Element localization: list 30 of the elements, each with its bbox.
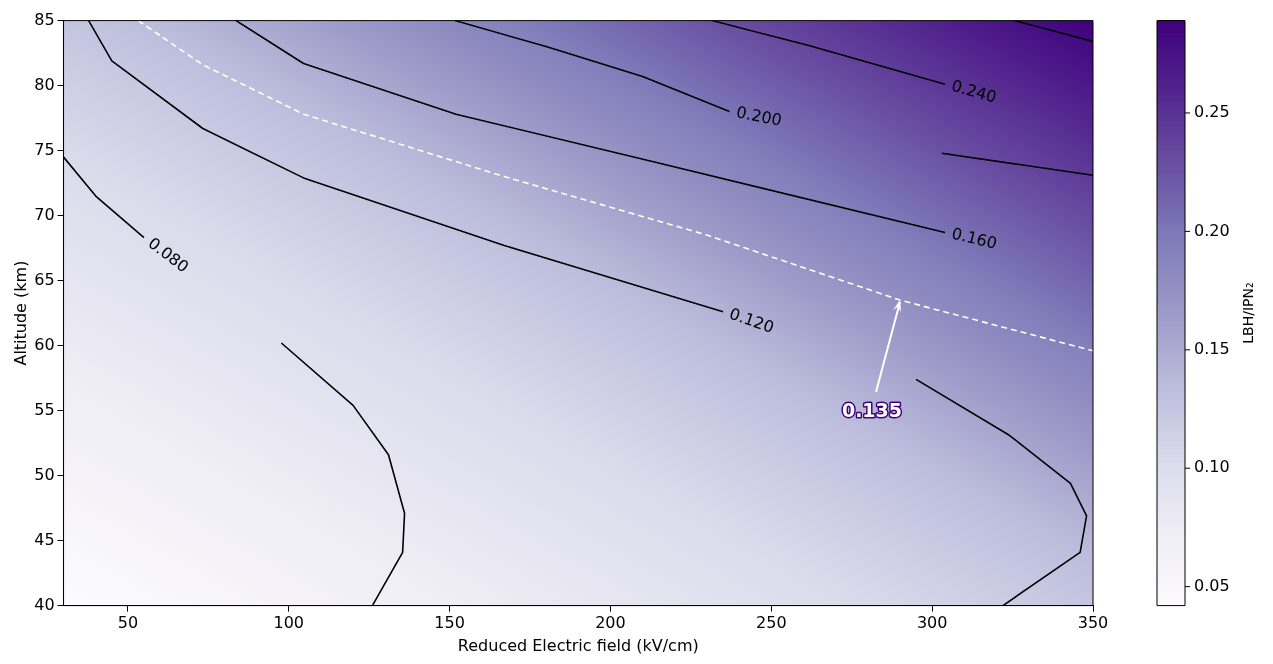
y-tick-label: 85: [34, 9, 55, 29]
x-tick-label: 250: [756, 613, 787, 633]
y-tick-label: 65: [34, 269, 55, 289]
y-tick-label: 50: [34, 464, 55, 484]
color-bar-label: 0.20: [1194, 220, 1230, 240]
x-tick-label: 150: [434, 613, 465, 633]
text: 0.160: [949, 223, 999, 253]
x-tick-label: 300: [916, 613, 948, 633]
color-bar-label: 0.15: [1194, 338, 1230, 358]
text: 0.120: [726, 303, 777, 337]
y-tick-label: 55: [34, 399, 55, 419]
y-axis-title: Altitude (km): [10, 260, 30, 366]
x-tick-label: 50: [117, 613, 139, 633]
text: 0.200: [734, 102, 784, 130]
y-tick-label: 70: [34, 204, 55, 224]
y-tick-label: 75: [34, 139, 55, 159]
y-tick-label: 80: [34, 74, 55, 94]
x-tick-label: 350: [1077, 613, 1109, 633]
y-tick-label: 40: [34, 594, 55, 614]
x-tick-label: 100: [273, 613, 305, 633]
color-bar-title: LBH/IPN₂: [1239, 282, 1256, 344]
color-bar-label: 0.10: [1194, 457, 1230, 477]
x-tick-label: 200: [595, 613, 626, 633]
color-bar-label: 0.25: [1194, 102, 1230, 122]
annotation: 0.135: [841, 399, 903, 422]
y-tick-label: 45: [34, 529, 55, 549]
x-axis-title: Reduced Electric field (kV/cm): [457, 635, 699, 655]
text: 0.240: [949, 75, 999, 107]
y-tick-label: 60: [34, 334, 55, 354]
color-bar-label: 0.05: [1194, 575, 1230, 595]
